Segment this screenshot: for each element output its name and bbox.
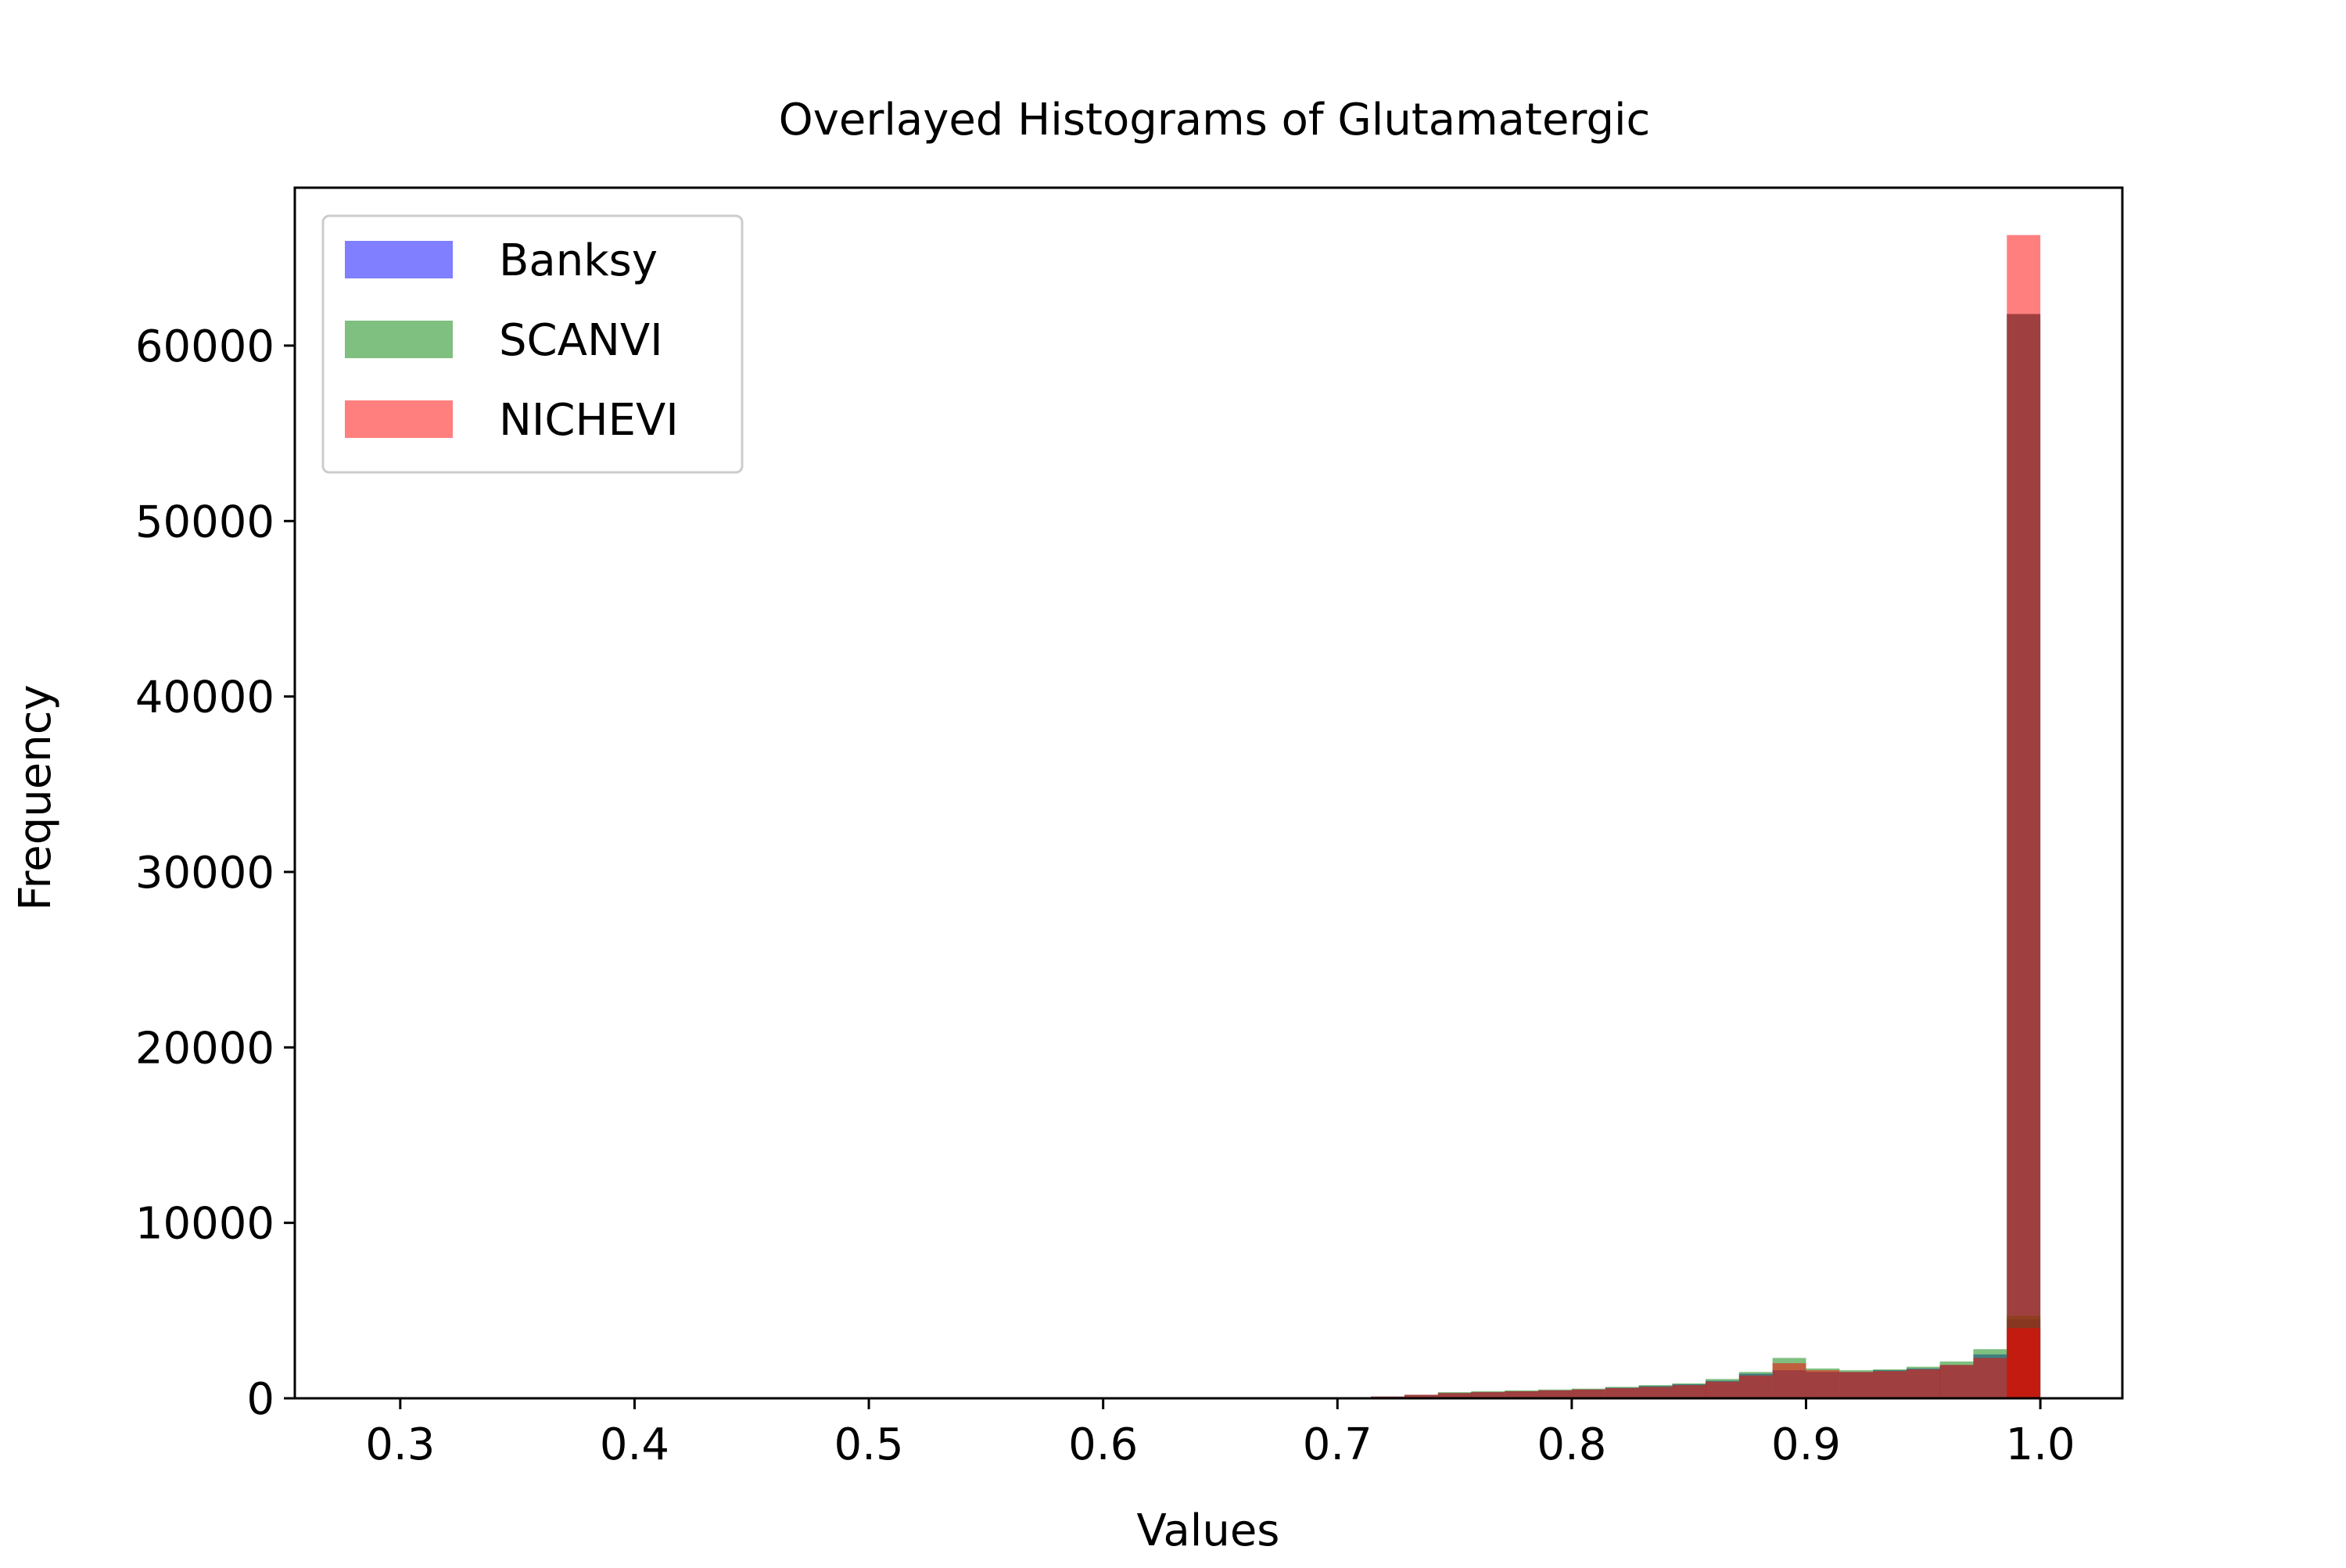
y-tick-label: 50000 — [135, 497, 274, 547]
y-tick-label: 60000 — [135, 321, 274, 372]
y-tick-label: 20000 — [135, 1023, 274, 1074]
legend-label-banksy: Banksy — [499, 235, 658, 286]
histogram-bar-nichevi — [1437, 1393, 1472, 1398]
legend-label-nichevi: NICHEVI — [499, 395, 679, 446]
histogram-bar-nichevi — [1873, 1371, 1907, 1398]
legend: Banksy SCANVI NICHEVI — [321, 214, 744, 474]
histogram-bar-nichevi — [1638, 1387, 1673, 1398]
y-tick-label: 40000 — [135, 673, 274, 723]
chart-title: Overlayed Histograms of Glutamatergic — [779, 95, 1651, 145]
y-tick-label: 0 — [246, 1374, 274, 1425]
histogram-bar-nichevi — [1471, 1392, 1505, 1398]
x-tick-label: 0.3 — [365, 1419, 435, 1470]
histogram-bar-nichevi — [2007, 235, 2041, 1398]
legend-swatch-nichevi — [345, 400, 453, 438]
x-tick-label: 0.9 — [1771, 1419, 1841, 1470]
y-axis-label: Frequency — [10, 684, 61, 910]
histogram-bar-nichevi — [1907, 1369, 1940, 1398]
histogram-bar-nichevi — [1672, 1385, 1706, 1398]
x-tick-label: 0.5 — [834, 1419, 904, 1470]
y-tick-label: 30000 — [135, 848, 274, 899]
histogram-bar-nichevi — [1738, 1375, 1773, 1398]
histogram-bar-nichevi — [1705, 1381, 1739, 1398]
legend-swatch-scanvi — [345, 321, 453, 358]
histogram-bar-nichevi — [1839, 1372, 1874, 1398]
x-tick-label: 0.6 — [1068, 1419, 1138, 1470]
x-tick-label: 0.7 — [1303, 1419, 1372, 1470]
x-tick-label: 0.4 — [600, 1419, 669, 1470]
ticks-layer: 0.3 0.4 0.5 0.6 0.7 0.8 0.9 1.0 0 10000 20000 30000… — [135, 321, 2075, 1470]
x-tick-label: 0.8 — [1537, 1419, 1606, 1470]
histogram-bar-nichevi — [1939, 1365, 1974, 1398]
histogram-bar-nichevi — [1505, 1391, 1539, 1398]
bars-layer — [1337, 235, 2041, 1398]
histogram-bar-nichevi — [1404, 1394, 1438, 1398]
x-tick-label: 1.0 — [2006, 1419, 2075, 1470]
histogram-bar-nichevi — [1806, 1370, 1840, 1398]
histogram-bar-nichevi — [1605, 1387, 1639, 1398]
y-tick-label: 10000 — [135, 1199, 274, 1250]
x-axis-label: Values — [1137, 1505, 1280, 1556]
histogram-bar-nichevi — [1538, 1390, 1572, 1398]
histogram-bar-nichevi — [1772, 1363, 1806, 1398]
legend-swatch-banksy — [345, 241, 453, 278]
legend-label-scanvi: SCANVI — [499, 315, 663, 366]
histogram-bar-nichevi — [1973, 1358, 2007, 1398]
plot-frame — [293, 186, 2124, 1400]
histogram-bar-nichevi — [1571, 1389, 1605, 1398]
